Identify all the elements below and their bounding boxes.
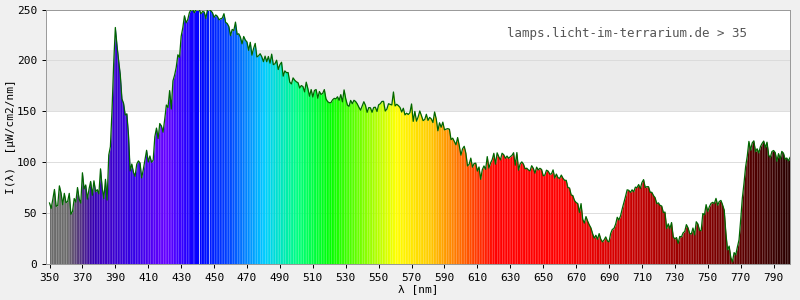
Bar — [46, 50, 790, 111]
Y-axis label: I(λ)  [µW/cm2/nm]: I(λ) [µW/cm2/nm] — [6, 80, 15, 194]
X-axis label: λ [nm]: λ [nm] — [398, 284, 438, 294]
Text: lamps.licht-im-terrarium.de > 35: lamps.licht-im-terrarium.de > 35 — [507, 27, 747, 40]
